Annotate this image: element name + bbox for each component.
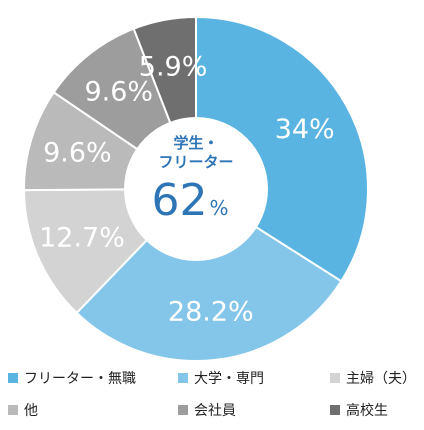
slice-value-label-4: 9.6% [43,137,112,168]
slice-value-label-2: 28.2% [168,297,254,328]
legend-label-2: 大学・専門 [194,371,264,387]
donut-hole [124,117,268,261]
center-value-group: 62% [151,175,228,226]
legend-item-2: 大学・専門 [178,368,264,388]
legend-swatch-3 [330,373,340,383]
legend-item-1: フリーター・無職 [8,368,136,388]
legend-item-3: 主婦（夫） [330,368,416,388]
donut-chart: 34%28.2%12.7%9.6%9.6%5.9% 学生・ フリーター 62% [22,15,369,362]
legend-item-6: 高校生 [330,400,388,420]
legend-swatch-6 [330,405,340,415]
legend-label-3: 主婦（夫） [346,371,416,387]
slice-value-label-5: 9.6% [84,77,153,108]
legend-swatch-2 [178,373,188,383]
center-title-line2: フリーター [158,153,233,171]
pie-slice-2 [75,187,343,362]
legend-swatch-1 [8,373,18,383]
legend-label-5: 会社員 [194,403,236,419]
center-title-line1: 学生・ [173,134,218,152]
slice-value-label-3: 12.7% [39,222,125,253]
slice-value-label-1: 34% [275,114,335,145]
legend-swatch-5 [178,405,188,415]
legend-label-1: フリーター・無職 [24,371,136,387]
legend-item-4: 他 [8,400,38,420]
legend-label-6: 高校生 [346,403,388,419]
slice-value-label-6: 5.9% [139,52,208,83]
center-unit: % [209,196,228,220]
center-value: 62 [151,175,207,226]
legend-item-5: 会社員 [178,400,236,420]
legend-swatch-4 [8,405,18,415]
legend-label-4: 他 [24,403,38,419]
